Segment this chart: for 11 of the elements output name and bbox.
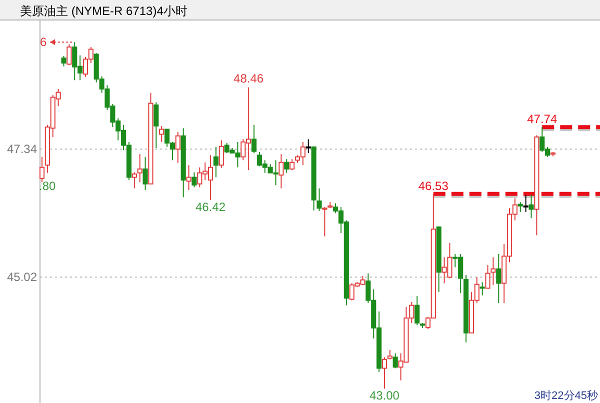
chart-title: 美原油主 (NYME-R 6713)4小时 <box>20 4 188 18</box>
annotation: .80 <box>39 179 56 193</box>
annotation: 43.00 <box>369 388 400 403</box>
annotation: 6 <box>40 35 47 50</box>
y-tick-label: 45.02 <box>6 270 38 284</box>
annotation: 3时22分45秒 <box>534 389 598 402</box>
ref-line-label: 47.74 <box>527 112 558 126</box>
ref-line-label: 46.53 <box>418 178 449 193</box>
annotation: 48.46 <box>234 71 264 86</box>
annotation: 46.42 <box>196 200 226 214</box>
y-tick-label: 47.34 <box>6 142 38 156</box>
